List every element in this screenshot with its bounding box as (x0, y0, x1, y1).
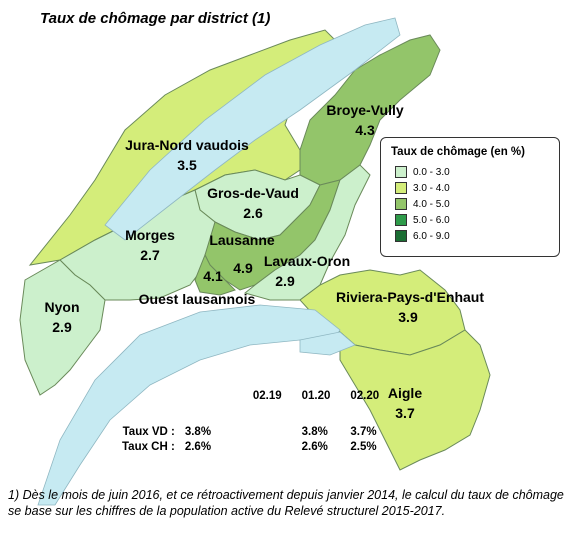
legend-label: 4.0 - 5.0 (413, 198, 450, 210)
label-riviera-value: 3.9 (398, 309, 418, 325)
label-nyon-name: Nyon (45, 299, 80, 315)
legend-swatch (395, 214, 407, 226)
label-morges-value: 2.7 (140, 247, 160, 263)
label-lavaux-oron-value: 2.9 (275, 273, 295, 289)
legend-row: 6.0 - 9.0 (391, 228, 549, 244)
label-broye-vully-name: Broye-Vully (326, 102, 403, 118)
label-lavaux-oron-name: Lavaux-Oron (264, 253, 350, 269)
label-aigle-value: 3.7 (395, 405, 415, 421)
stats-period: 01.20 (301, 390, 331, 402)
stats-row-ch: Taux CH : 2.6% 2.6% 2.5% (118, 439, 383, 454)
stats-period: 02.20 (350, 390, 380, 402)
legend-row: 3.0 - 4.0 (391, 180, 549, 196)
label-jura-nord-vaudois-value: 3.5 (177, 157, 197, 173)
district-ouest-lausannois (194, 253, 236, 296)
legend-swatch (395, 230, 407, 242)
legend-swatch (395, 182, 407, 194)
stats-value: 2.6% (184, 440, 212, 453)
stats-value: 3.8% (301, 425, 328, 438)
stats-row-vd: Taux VD : 3.8% 3.8% 3.7% (118, 424, 383, 439)
label-lausanne-value: 4.9 (233, 260, 253, 276)
stats-value: 2.5% (350, 440, 377, 453)
legend-title: Taux de chômage (en %) (391, 146, 525, 158)
stats-value: 3.8% (184, 425, 212, 438)
stats-value: 3.7% (350, 425, 377, 438)
footnote: 1) Dès le mois de juin 2016, et ce rétro… (8, 488, 564, 518)
lake-neuchatel (104, 17, 401, 241)
legend-label: 0.0 - 3.0 (413, 166, 450, 178)
label-nyon-value: 2.9 (52, 319, 72, 335)
label-ouest-lausannois-value: 4.1 (203, 268, 223, 284)
label-gros-de-vaud-value: 2.6 (243, 205, 263, 221)
legend: Taux de chômage (en %) 0.0 - 3.0 3.0 - 4… (380, 137, 560, 257)
map-title: Taux de chômage par district (1) (40, 10, 271, 27)
stats-period: 02.19 (252, 390, 282, 402)
district-aigle (339, 329, 491, 471)
label-lausanne-name: Lausanne (209, 232, 275, 248)
lake-geneva-east (299, 331, 356, 356)
district-lavaux-oron (243, 164, 371, 301)
legend-row: 0.0 - 3.0 (391, 164, 549, 180)
unemployment-rates-table: 02.19 01.20 02.20 Taux VD : 3.8% 3.8% 3.… (118, 390, 383, 454)
legend-swatch (395, 166, 407, 178)
stats-row-label: Taux VD : (122, 425, 175, 438)
stats-row-label: Taux CH : (122, 440, 175, 453)
stats-value: 2.6% (301, 440, 328, 453)
legend-label: 3.0 - 4.0 (413, 182, 450, 194)
legend-row: 5.0 - 6.0 (391, 212, 549, 228)
legend-row: 4.0 - 5.0 (391, 196, 549, 212)
label-morges-name: Morges (125, 227, 175, 243)
label-ouest-lausannois-name: Ouest lausannois (139, 291, 256, 307)
legend-swatch (395, 198, 407, 210)
label-broye-vully-value: 4.3 (355, 122, 375, 138)
district-nyon (19, 259, 106, 396)
label-jura-nord-vaudois-name: Jura-Nord vaudois (125, 137, 249, 153)
legend-label: 5.0 - 6.0 (413, 214, 450, 226)
stats-header-row: 02.19 01.20 02.20 (118, 390, 383, 424)
label-gros-de-vaud-name: Gros-de-Vaud (207, 185, 299, 201)
label-riviera-name: Riviera-Pays-d'Enhaut (336, 289, 484, 305)
legend-label: 6.0 - 9.0 (413, 230, 450, 242)
label-aigle-name: Aigle (388, 385, 422, 401)
